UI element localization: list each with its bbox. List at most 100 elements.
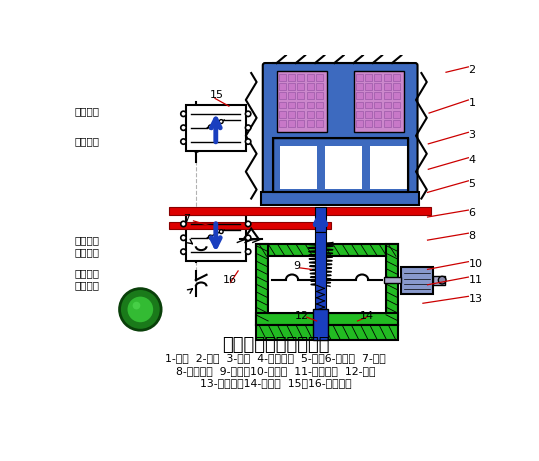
Text: 4: 4 <box>468 155 475 165</box>
Bar <box>356 92 363 99</box>
Bar <box>261 192 419 205</box>
Bar <box>375 120 382 127</box>
Bar <box>273 138 407 192</box>
Circle shape <box>219 119 223 124</box>
Text: 13: 13 <box>468 294 482 304</box>
Circle shape <box>127 296 154 323</box>
Bar <box>256 325 398 340</box>
Circle shape <box>209 235 212 239</box>
Circle shape <box>181 249 186 254</box>
Bar <box>370 146 407 189</box>
Circle shape <box>438 276 446 284</box>
Bar <box>256 244 268 325</box>
Bar <box>365 74 372 81</box>
Text: 11: 11 <box>468 275 482 285</box>
Bar <box>279 92 286 99</box>
Bar <box>268 256 386 313</box>
Text: 15: 15 <box>210 90 224 100</box>
Bar <box>169 222 330 229</box>
Bar <box>356 111 363 118</box>
Text: 3: 3 <box>468 130 475 140</box>
Bar <box>384 111 391 118</box>
Bar <box>279 111 286 118</box>
Circle shape <box>245 125 251 130</box>
Text: 6: 6 <box>468 208 475 218</box>
Bar <box>365 101 372 108</box>
Bar <box>288 92 295 99</box>
FancyBboxPatch shape <box>263 63 418 195</box>
Text: 瞬动常闭: 瞬动常闭 <box>75 136 100 147</box>
Bar <box>393 74 400 81</box>
Bar <box>315 232 326 309</box>
Bar <box>288 74 295 81</box>
Bar <box>288 120 295 127</box>
Bar <box>393 101 400 108</box>
Text: 16: 16 <box>223 275 237 285</box>
Bar <box>288 111 295 118</box>
Circle shape <box>245 235 251 241</box>
Bar <box>256 244 398 256</box>
Bar <box>277 71 327 132</box>
Bar <box>307 101 314 108</box>
Bar <box>316 120 323 127</box>
Bar <box>384 101 391 108</box>
Circle shape <box>219 230 223 234</box>
Bar <box>365 92 372 99</box>
Bar <box>356 83 363 90</box>
Text: 5: 5 <box>468 178 475 189</box>
Bar <box>186 215 246 261</box>
Bar <box>307 74 314 81</box>
Bar <box>365 111 372 118</box>
Polygon shape <box>244 229 259 239</box>
Text: 1: 1 <box>468 98 475 108</box>
Bar <box>298 120 305 127</box>
Text: 7: 7 <box>183 214 190 225</box>
Bar <box>316 83 323 90</box>
Circle shape <box>209 125 212 129</box>
Bar <box>384 277 400 283</box>
Bar <box>280 146 317 189</box>
Bar <box>325 146 362 189</box>
Bar <box>375 101 382 108</box>
Bar <box>288 101 295 108</box>
Bar <box>307 120 314 127</box>
Bar <box>316 101 323 108</box>
Bar <box>298 74 305 81</box>
Bar <box>316 74 323 81</box>
Text: 常开触头: 常开触头 <box>75 281 100 290</box>
Text: 瞬动常开: 瞬动常开 <box>75 106 100 116</box>
Bar <box>316 111 323 118</box>
Circle shape <box>245 139 251 144</box>
Bar <box>393 92 400 99</box>
Circle shape <box>181 139 186 144</box>
Bar <box>307 111 314 118</box>
Text: 2: 2 <box>468 65 475 75</box>
Bar <box>279 120 286 127</box>
Circle shape <box>120 289 161 330</box>
Text: 通电延时型时间继电器: 通电延时型时间继电器 <box>222 337 330 355</box>
Text: 10: 10 <box>468 260 482 269</box>
Bar <box>384 83 391 90</box>
Bar <box>316 92 323 99</box>
Circle shape <box>181 221 186 227</box>
Text: 14: 14 <box>360 311 374 320</box>
Bar <box>298 101 305 108</box>
Bar <box>375 92 382 99</box>
Bar <box>256 313 398 325</box>
Bar <box>169 207 431 215</box>
Bar <box>356 120 363 127</box>
Text: 延时断开: 延时断开 <box>75 235 100 245</box>
Bar <box>393 111 400 118</box>
Bar <box>393 120 400 127</box>
Text: 8: 8 <box>468 231 475 241</box>
Bar <box>365 83 372 90</box>
Bar <box>384 120 391 127</box>
Text: 13-调节螺杆14-进气孔  15、16-微动开关: 13-调节螺杆14-进气孔 15、16-微动开关 <box>200 378 351 388</box>
Bar <box>375 83 382 90</box>
Circle shape <box>181 235 186 241</box>
Bar <box>384 92 391 99</box>
Text: 常闭触头: 常闭触头 <box>75 248 100 257</box>
Bar <box>400 267 433 294</box>
Bar <box>307 92 314 99</box>
Bar <box>365 120 372 127</box>
